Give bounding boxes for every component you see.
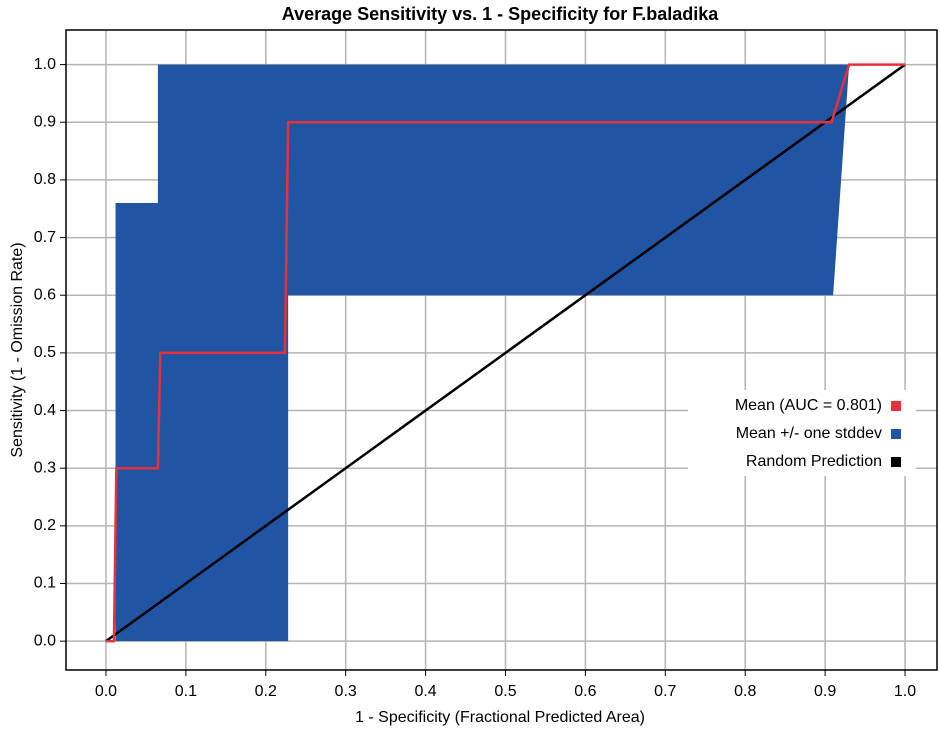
- x-tick-label: 0.1: [175, 683, 197, 700]
- x-tick-label: 0.2: [255, 683, 277, 700]
- y-tick-label: 1.0: [34, 56, 56, 73]
- y-tick-label: 0.3: [34, 459, 56, 476]
- y-tick-label: 0.0: [34, 632, 56, 649]
- chart-title: Average Sensitivity vs. 1 - Specificity …: [282, 4, 719, 24]
- y-tick-label: 0.5: [34, 344, 56, 361]
- series-line: [105, 63, 906, 643]
- legend-box: [688, 390, 916, 476]
- legend-label: Mean (AUC = 0.801): [735, 397, 882, 414]
- x-tick-label: 0.6: [574, 683, 596, 700]
- plot-frame: [65, 29, 938, 671]
- x-tick-label: 0.4: [414, 683, 436, 700]
- x-axis-label: 1 - Specificity (Fractional Predicted Ar…: [355, 709, 645, 726]
- y-tick-label: 0.6: [34, 286, 56, 303]
- y-tick-label: 0.7: [34, 229, 56, 246]
- y-axis-label: Sensitivity (1 - Omission Rate): [9, 242, 26, 457]
- x-tick-label: 0.0: [95, 683, 117, 700]
- x-tick-label: 1.0: [894, 683, 916, 700]
- series-line: [105, 63, 906, 643]
- y-tick-label: 0.8: [34, 171, 56, 188]
- x-tick-label: 0.5: [494, 683, 516, 700]
- x-tick-label: 0.3: [335, 683, 357, 700]
- legend-swatch: [891, 457, 901, 467]
- y-tick-label: 0.9: [34, 113, 56, 130]
- legend-label: Random Prediction: [746, 453, 882, 470]
- y-tick-label: 0.4: [34, 402, 56, 419]
- legend-label: Mean +/- one stddev: [736, 425, 882, 442]
- y-tick-label: 0.2: [34, 517, 56, 534]
- y-tick-label: 0.1: [34, 575, 56, 592]
- x-tick-label: 0.8: [734, 683, 756, 700]
- x-tick-label: 0.9: [814, 683, 836, 700]
- legend-swatch: [891, 429, 901, 439]
- x-tick-label: 0.7: [654, 683, 676, 700]
- legend-swatch: [891, 401, 901, 411]
